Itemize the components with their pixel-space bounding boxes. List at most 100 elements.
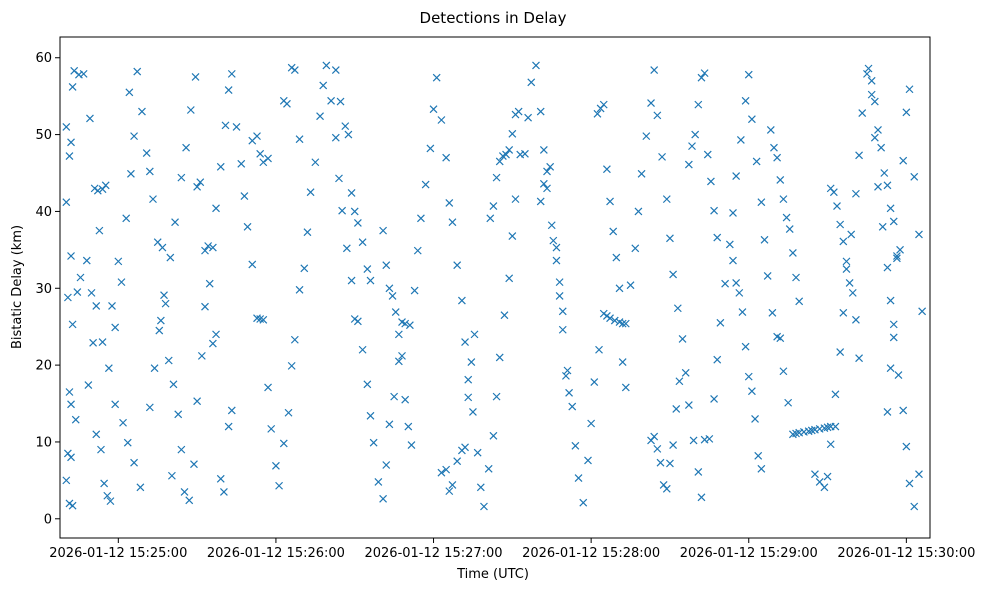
data-point: [62, 122, 71, 131]
data-point: [905, 479, 914, 488]
data-point: [469, 408, 477, 416]
data-point: [653, 444, 662, 453]
data-point: [119, 418, 127, 427]
data-point: [536, 197, 545, 206]
data-point: [886, 296, 895, 305]
data-point: [705, 434, 714, 443]
data-point: [741, 96, 750, 105]
y-axis: 0 10 20 30 40 50 60: [35, 51, 60, 527]
data-point: [842, 265, 851, 273]
data-point: [410, 286, 419, 295]
data-point: [335, 174, 343, 183]
data-point: [76, 273, 85, 282]
data-point: [539, 146, 548, 154]
data-point: [461, 443, 469, 452]
data-point: [379, 494, 388, 503]
x-tick-label: 2026-01-12 15:29:00: [680, 546, 818, 561]
data-point: [858, 109, 867, 117]
data-point: [886, 364, 895, 373]
data-point: [845, 278, 854, 287]
data-point: [145, 167, 154, 176]
data-point: [108, 302, 116, 310]
data-point: [167, 471, 176, 480]
data-point: [98, 338, 107, 346]
data-point: [666, 234, 674, 243]
data-point: [587, 419, 596, 428]
data-point: [532, 61, 540, 70]
data-point: [267, 424, 276, 433]
data-point: [870, 97, 879, 106]
data-point: [388, 292, 397, 300]
data-point: [874, 182, 882, 191]
data-point: [915, 470, 923, 479]
data-point: [169, 380, 178, 389]
data-point: [212, 330, 220, 339]
y-tick-label: 0: [44, 512, 52, 527]
data-point: [73, 288, 82, 297]
data-point: [662, 484, 671, 493]
data-point: [484, 464, 493, 473]
data-point: [684, 160, 693, 169]
data-point: [457, 296, 466, 305]
data-point: [344, 130, 353, 139]
data-point: [782, 213, 791, 222]
data-point: [768, 308, 777, 317]
data-point: [164, 356, 173, 365]
data-point: [248, 260, 257, 269]
data-point: [145, 403, 154, 412]
data-point: [621, 319, 630, 328]
x-axis-label: Time (UTC): [456, 567, 529, 582]
data-point: [358, 238, 367, 247]
data-point: [366, 276, 375, 285]
data-point: [401, 395, 410, 404]
data-point: [93, 186, 102, 195]
data-point: [669, 441, 678, 449]
data-point: [883, 181, 892, 190]
data-point: [103, 491, 112, 500]
data-point: [883, 408, 892, 416]
data-point: [366, 411, 375, 420]
data-point: [684, 401, 693, 409]
data-point: [889, 320, 898, 329]
data-point: [738, 308, 747, 317]
data-point: [287, 361, 296, 370]
data-point: [216, 162, 225, 171]
data-point: [495, 353, 504, 362]
data-point: [404, 422, 413, 431]
y-tick-label: 30: [35, 282, 52, 297]
data-point: [79, 69, 88, 78]
data-point: [691, 130, 700, 139]
data-point: [437, 116, 446, 124]
data-point: [492, 173, 501, 182]
data-point: [610, 316, 619, 325]
data-point: [500, 311, 509, 320]
data-point: [839, 308, 848, 317]
data-point: [910, 172, 919, 181]
data-point: [232, 122, 241, 131]
data-point: [831, 422, 840, 431]
data-point: [561, 371, 570, 380]
data-point: [779, 367, 788, 376]
data-point: [185, 496, 194, 505]
data-point: [123, 438, 132, 447]
data-point: [62, 198, 71, 207]
plot-frame: [59, 36, 931, 539]
data-point: [729, 256, 737, 265]
data-point: [319, 81, 328, 90]
data-point: [407, 441, 416, 449]
data-point: [264, 383, 272, 392]
data-point: [836, 348, 845, 356]
data-point: [363, 265, 372, 273]
data-point: [306, 188, 315, 197]
data-point: [453, 457, 462, 466]
data-point: [706, 177, 715, 186]
data-point: [543, 184, 551, 193]
data-point: [694, 100, 703, 109]
data-point: [158, 243, 167, 252]
data-point: [224, 86, 233, 94]
data-point: [647, 99, 655, 108]
data-point: [747, 115, 756, 124]
data-point: [653, 111, 662, 120]
data-point: [401, 319, 410, 328]
